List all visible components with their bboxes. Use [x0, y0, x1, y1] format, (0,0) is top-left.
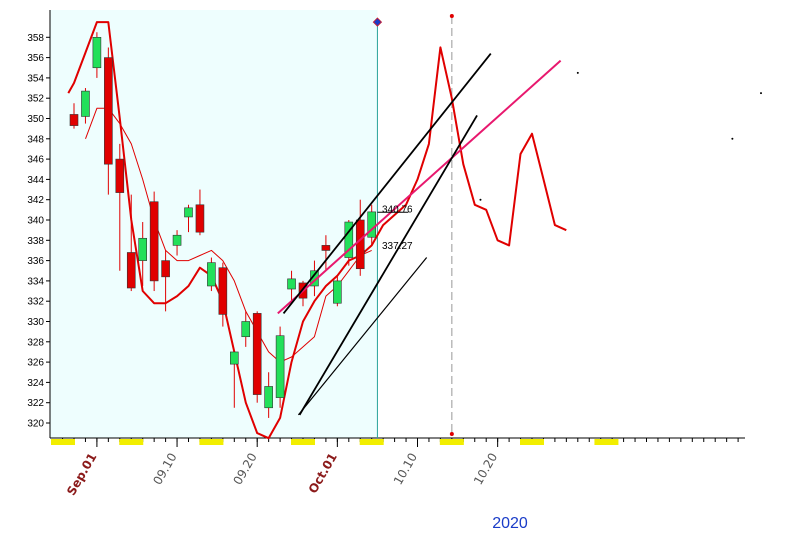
y-tick-label: 356 — [27, 53, 44, 64]
price-label: 340.76 — [382, 204, 413, 215]
candle-down — [218, 267, 228, 315]
y-tick-label: 326 — [27, 358, 44, 369]
candle-down — [126, 252, 136, 289]
candle-up — [275, 335, 285, 398]
x-tick-label: Oct.01 — [306, 451, 340, 496]
y-tick-label: 328 — [27, 337, 44, 348]
candle-down — [149, 201, 159, 282]
y-tick-label: 332 — [27, 297, 44, 308]
marker-dot — [760, 92, 762, 95]
weekend-marker — [594, 439, 619, 445]
y-tick-label: 352 — [27, 94, 44, 105]
y-tick-label: 334 — [27, 276, 44, 287]
y-tick-label: 358 — [27, 33, 44, 44]
y-tick-label: 336 — [27, 256, 44, 267]
candle-up — [287, 278, 296, 290]
marker-dot — [479, 198, 482, 201]
y-tick-label: 342 — [27, 195, 44, 206]
y-tick-label: 340 — [27, 216, 44, 227]
y-tick-label: 346 — [27, 155, 44, 166]
y-tick-label: 350 — [27, 114, 44, 125]
labels: 340.76 337.27 — [382, 71, 762, 252]
moving-averages — [67, 21, 567, 440]
weekend-marker — [439, 439, 464, 445]
candles — [69, 32, 377, 418]
candle-up — [184, 207, 193, 218]
x-tick-label: 10.20 — [471, 451, 500, 488]
y-tick-label: 344 — [27, 175, 44, 186]
y-tick-label: 330 — [27, 317, 44, 328]
y-tick-label: 338 — [27, 236, 44, 247]
channel-lower-line[interactable] — [298, 114, 478, 416]
weekend-marker — [119, 439, 144, 445]
marker-dot — [731, 137, 734, 140]
trend-lines[interactable] — [277, 52, 562, 416]
y-tick-label: 322 — [27, 398, 44, 409]
marker-dot — [576, 71, 579, 74]
weekend-marker — [199, 439, 224, 445]
candle-up — [207, 262, 216, 287]
future-marker-dot — [449, 14, 454, 18]
y-tick-label: 324 — [27, 378, 44, 389]
weekend-marker — [520, 439, 544, 445]
history-shade — [50, 10, 378, 438]
price-label: 337.27 — [382, 241, 413, 252]
candle-down — [115, 158, 125, 193]
future-marker-dot — [449, 432, 454, 436]
candle-up — [81, 90, 90, 117]
weekend-marker — [291, 439, 315, 445]
chart-background — [50, 10, 378, 438]
trend-line-resistance[interactable] — [277, 59, 562, 315]
candle-up — [333, 280, 342, 304]
y-tick-label: 354 — [27, 73, 44, 84]
candle-up — [264, 386, 273, 409]
candle-down — [355, 219, 365, 270]
weekend-marker — [359, 439, 384, 445]
y-tick-label: 320 — [27, 419, 44, 430]
candle-up — [230, 351, 239, 365]
candle-down — [161, 260, 170, 278]
candle-down — [69, 114, 79, 126]
candle-down — [195, 204, 205, 233]
candle-down — [104, 57, 113, 165]
year-label: 2020 — [492, 515, 528, 532]
weekend-marker — [51, 439, 75, 445]
x-tick-label: Sep.01 — [64, 451, 99, 498]
candle-down — [321, 245, 331, 251]
candle-down — [252, 313, 262, 395]
candle-up — [138, 237, 147, 261]
candle-up — [241, 321, 251, 338]
x-tick-label: 10.10 — [391, 451, 420, 488]
candle-up — [172, 234, 182, 246]
x-tick-label: 09.10 — [150, 451, 179, 488]
channel-mid-line[interactable] — [297, 257, 428, 416]
candle-up — [344, 221, 354, 258]
ma-line — [67, 21, 567, 440]
candle-up — [92, 36, 102, 69]
ma-line — [85, 107, 372, 363]
candle-up — [367, 211, 377, 238]
x-tick-label: 09.20 — [230, 451, 259, 488]
channel-upper-line[interactable] — [282, 52, 492, 314]
y-tick-label: 348 — [27, 134, 44, 145]
cursor-diamond[interactable] — [372, 17, 383, 27]
